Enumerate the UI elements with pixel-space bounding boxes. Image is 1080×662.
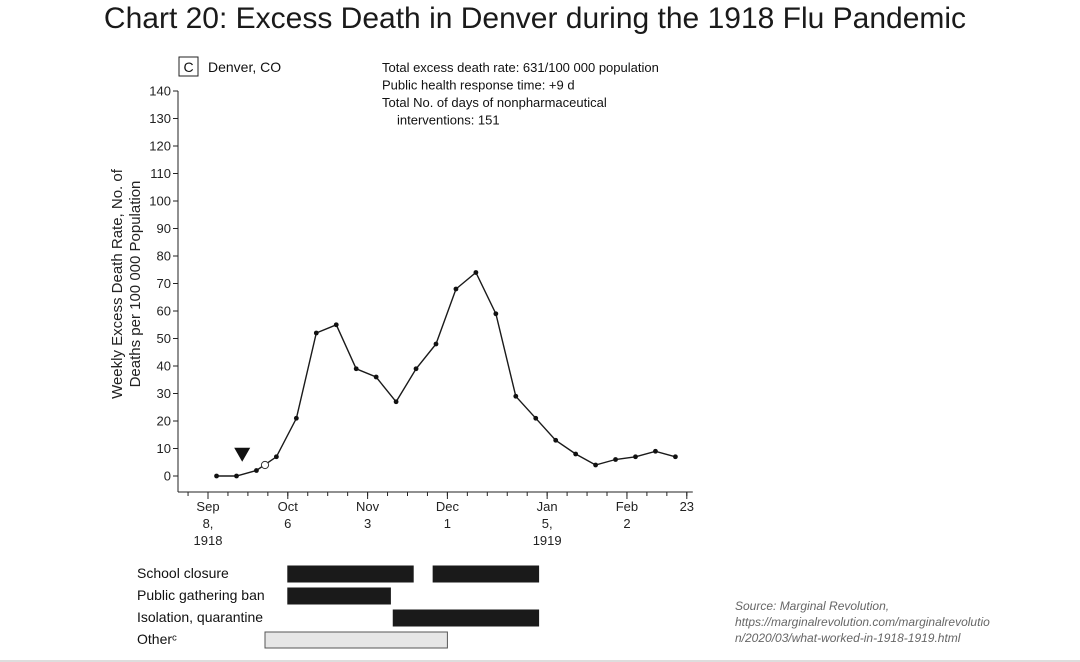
intervention-bar: [432, 565, 540, 583]
x-tick-label: 3: [364, 516, 371, 531]
intervention-label: Otherᶜ: [137, 631, 177, 647]
source-line: Source: Marginal Revolution,: [735, 599, 890, 613]
x-tick-label: Jan: [537, 499, 558, 514]
y-tick-label: 120: [149, 139, 171, 154]
y-tick-label: 130: [149, 111, 171, 126]
page-title: Chart 20: Excess Death in Denver during …: [103, 2, 967, 35]
intervention-bar: [287, 565, 414, 583]
y-tick-label: 140: [149, 84, 171, 99]
data-point: [613, 457, 618, 462]
data-point: [313, 330, 319, 336]
data-point: [653, 448, 658, 454]
open-circle-marker: [260, 460, 270, 470]
intervention-label: Isolation, quarantine: [137, 609, 263, 625]
source-line: n/2020/03/what-worked-in-1918-1919.html: [735, 631, 961, 645]
data-point: [473, 270, 479, 275]
y-tick-label: 90: [157, 221, 171, 236]
data-point: [413, 366, 419, 372]
response-triangle-marker: [234, 447, 251, 462]
data-point: [274, 454, 279, 460]
x-tick-label: Oct: [278, 499, 299, 514]
data-point: [293, 415, 299, 421]
x-tick-label: 6: [284, 516, 291, 531]
y-tick-label: 10: [157, 441, 171, 456]
data-series: [214, 270, 678, 479]
data-point: [593, 462, 598, 468]
bottom-rule: [0, 660, 1080, 662]
stat-line: Public health response time: +9 d: [382, 78, 575, 93]
data-point: [433, 341, 439, 347]
y-axis-ticks: 0 10 20 30 40 50 60 70 80 90 100 110 120 130 140: [149, 84, 178, 484]
y-axis-label: Weekly Excess Death Rate, No. of Deaths p…: [109, 168, 144, 399]
y-tick-label: 20: [157, 414, 171, 429]
data-point: [214, 473, 219, 479]
data-point: [373, 374, 379, 380]
y-tick-label: 80: [157, 249, 171, 264]
x-tick-label: 1919: [533, 533, 562, 548]
intervention-bar: [264, 631, 448, 649]
x-tick-label: Sep: [196, 499, 219, 514]
y-axis-label-line: Weekly Excess Death Rate, No. of: [109, 168, 126, 399]
data-point: [493, 311, 499, 317]
data-point: [573, 451, 579, 457]
y-tick-label: 60: [157, 304, 171, 319]
x-tick-label: 1: [444, 516, 451, 531]
x-tick-label: 2: [623, 516, 630, 531]
annotations: C Denver, CO Total excess death rate: 631/…: [178, 56, 659, 128]
series-line: [216, 271, 676, 477]
data-point: [553, 437, 559, 443]
source-note: Source: Marginal Revolution, https://mar…: [735, 598, 990, 646]
y-tick-label: 70: [157, 276, 171, 291]
data-point: [533, 415, 539, 421]
y-axis-label-line: Deaths per 100 000 Population: [127, 181, 144, 388]
interventions-chart: School closure Public gathering ban Isolat…: [137, 565, 540, 649]
x-tick-label: Nov: [356, 499, 380, 514]
data-point: [393, 399, 399, 405]
y-tick-label: 50: [157, 331, 171, 346]
intervention-bar: [287, 587, 391, 605]
intervention-bar: [392, 609, 540, 627]
x-tick-label: 1918: [194, 533, 223, 548]
stat-line: Total excess death rate: 631/100 000 pop…: [382, 60, 659, 75]
x-tick-label: Dec: [436, 499, 460, 514]
data-point: [254, 468, 259, 473]
intervention-label: School closure: [137, 565, 229, 581]
data-point: [333, 322, 339, 328]
stat-line: Total No. of days of nonpharmaceutical: [382, 95, 607, 110]
data-point: [513, 393, 519, 399]
source-line: https://marginalrevolution.com/marginalr…: [735, 615, 990, 629]
stat-line: interventions: 151: [397, 113, 500, 128]
y-tick-label: 0: [164, 469, 171, 484]
data-point: [633, 454, 638, 460]
x-tick-label: 23: [680, 499, 694, 514]
y-tick-label: 30: [157, 386, 171, 401]
y-tick-label: 40: [157, 359, 171, 374]
location-label: Denver, CO: [208, 59, 281, 75]
x-tick-label: 5,: [542, 516, 553, 531]
x-axis-ticks: Sep 8, 1918 Oct 6 Nov 3 Dec 1 Jan 5, 1919 Feb 2 23: [194, 492, 694, 548]
panel-label-box: [178, 56, 199, 77]
x-tick-label: Feb: [616, 499, 638, 514]
data-point: [453, 286, 459, 292]
panel-label: C: [183, 59, 193, 75]
y-tick-label: 110: [150, 166, 171, 181]
axes-layer: [177, 91, 693, 496]
y-tick-label: 100: [149, 194, 171, 209]
data-point: [353, 366, 359, 372]
data-point: [673, 454, 678, 460]
intervention-label: Public gathering ban: [137, 587, 265, 603]
x-tick-label: 8,: [203, 516, 214, 531]
data-point: [234, 473, 239, 479]
